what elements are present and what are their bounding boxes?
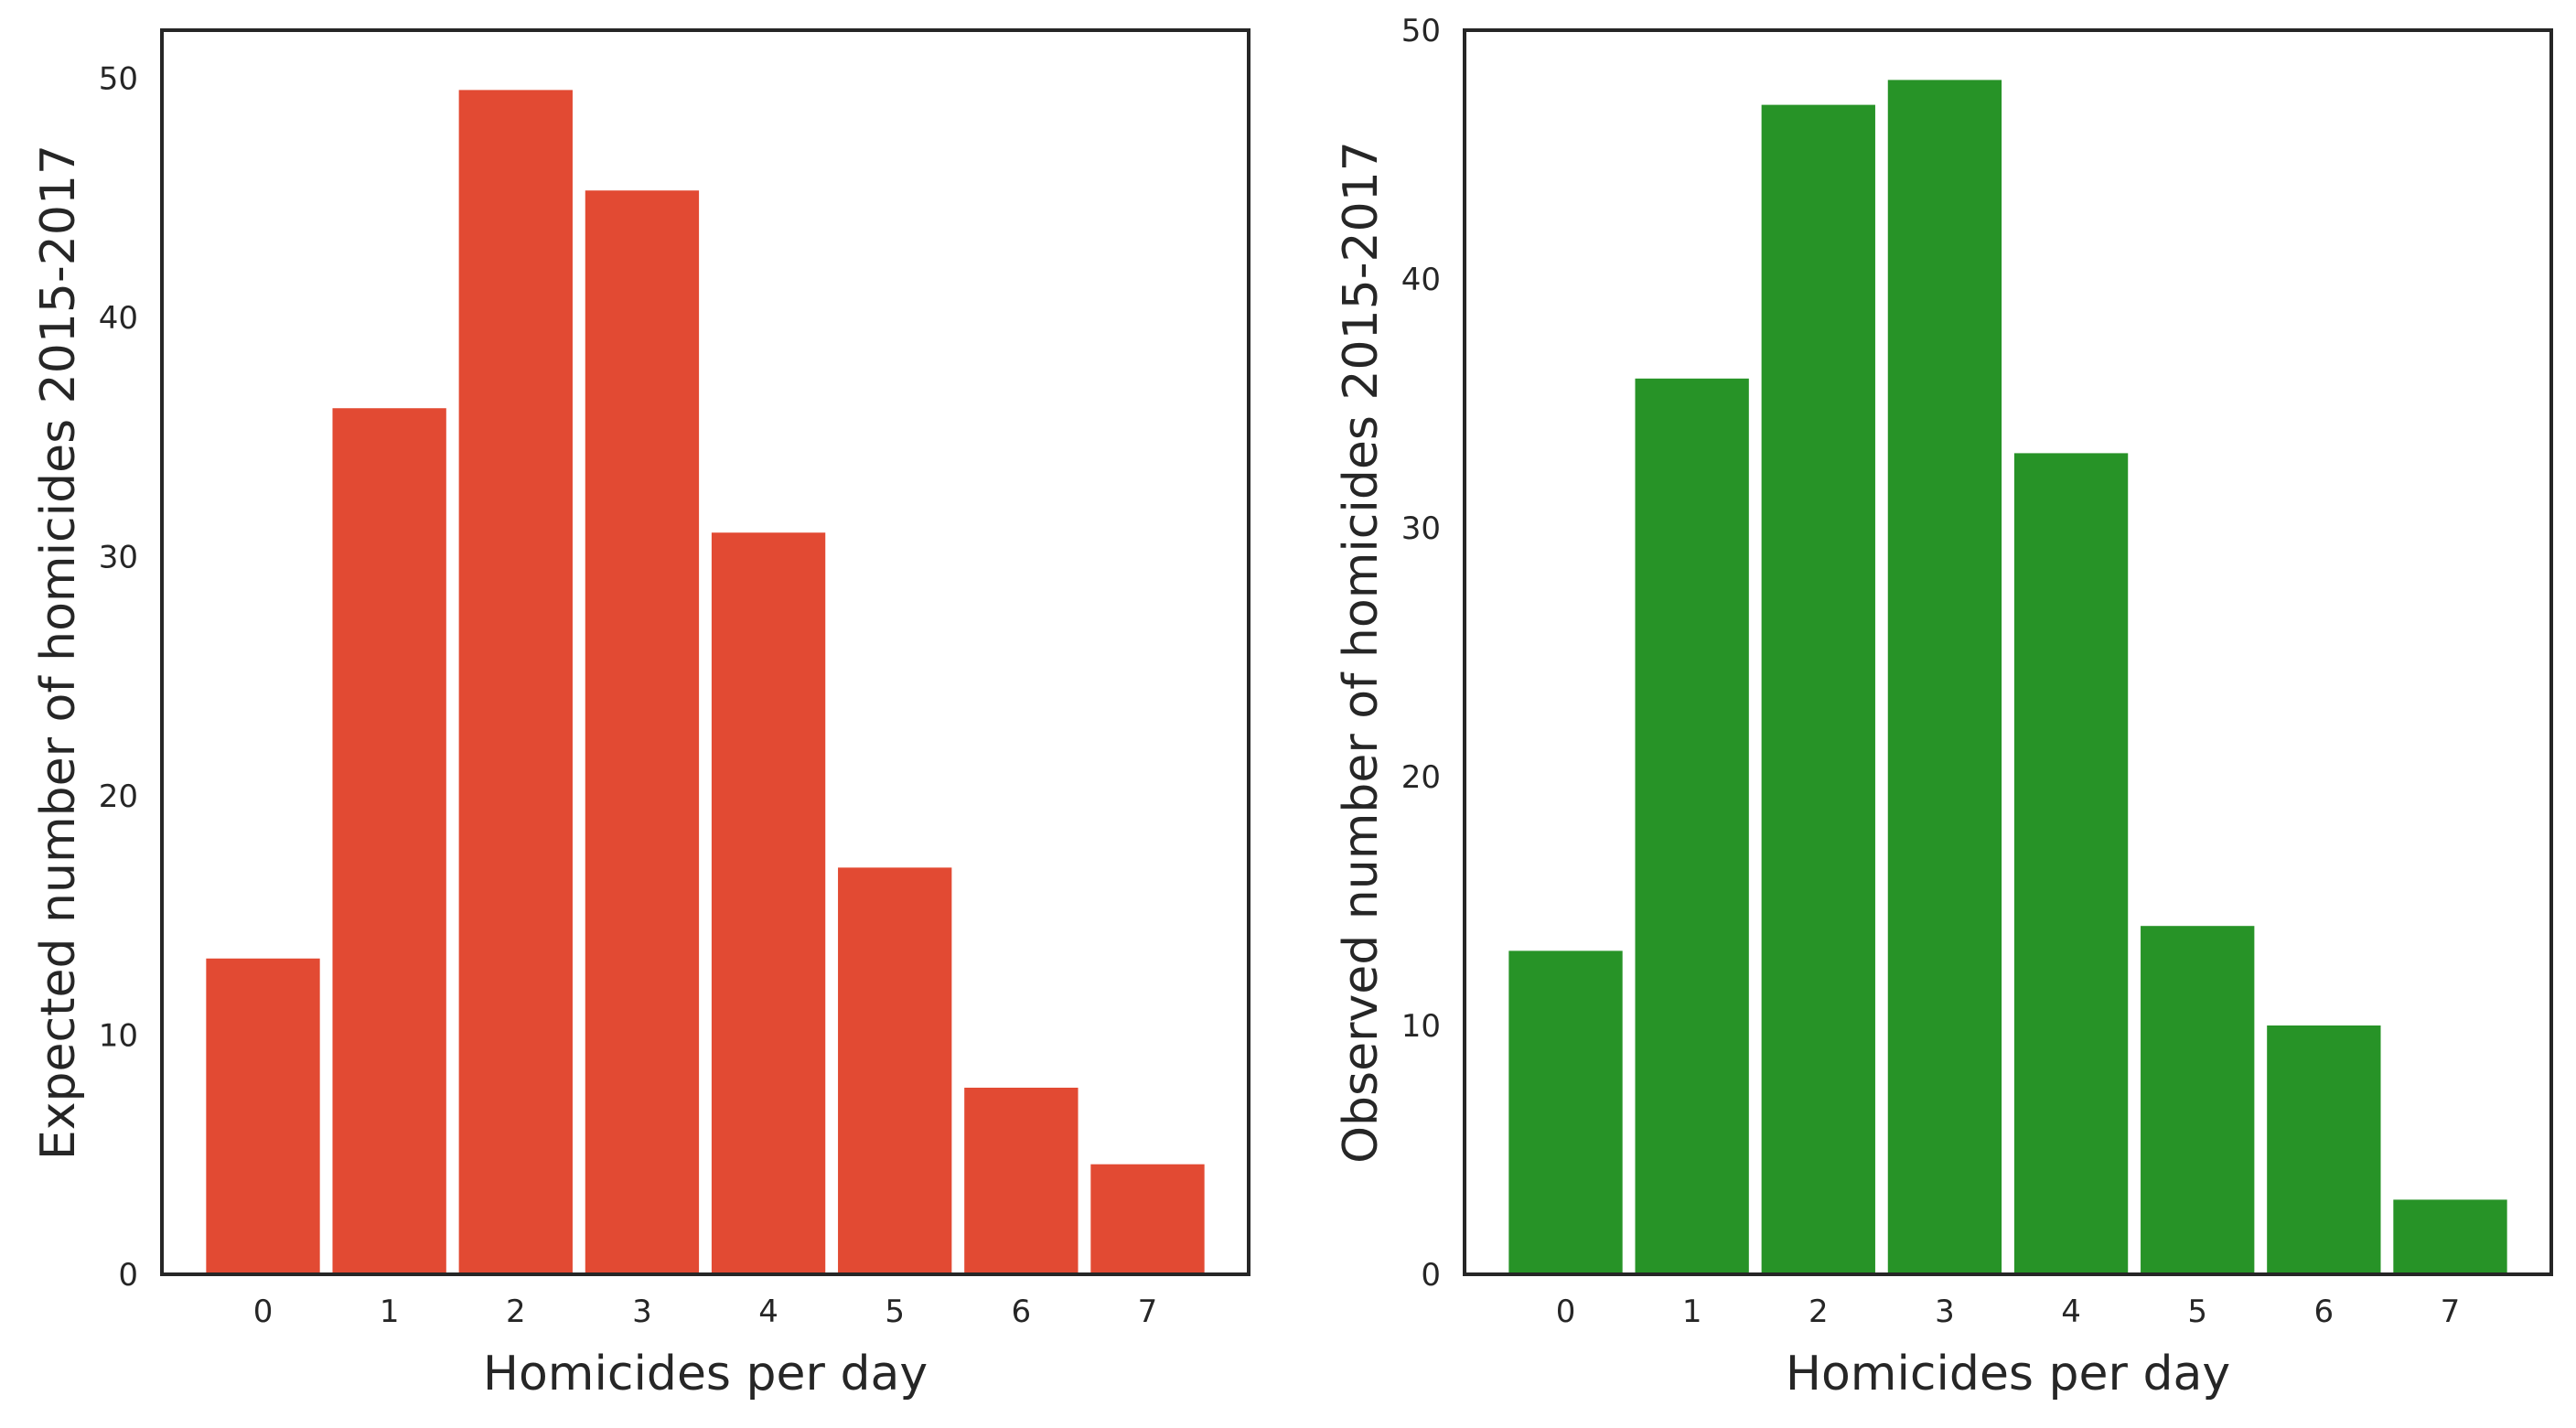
x-tick-label: 5: [885, 1294, 905, 1330]
y-tick-label: 0: [118, 1257, 138, 1294]
axes-frame: [1463, 28, 2553, 1276]
x-axis-label: Homicides per day: [1786, 1347, 2230, 1401]
y-axis-label: Expected number of homicides 2015-2017: [31, 145, 86, 1160]
x-tick-label: 7: [1138, 1294, 1158, 1330]
x-tick-label: 4: [758, 1294, 778, 1330]
bar-2: [458, 90, 573, 1274]
bar-3: [1887, 80, 2002, 1274]
x-tick-label: 3: [632, 1294, 652, 1330]
x-tick-label: 1: [1682, 1294, 1702, 1330]
bar-0: [206, 958, 320, 1274]
x-tick-label: 1: [380, 1294, 400, 1330]
bar-7: [2393, 1199, 2507, 1274]
x-tick-label: 0: [253, 1294, 274, 1330]
bar-0: [1508, 950, 1623, 1274]
x-axis-label: Homicides per day: [483, 1347, 928, 1401]
bar-4: [2013, 453, 2129, 1274]
bar-1: [1635, 378, 1749, 1274]
x-tick-label: 4: [2061, 1294, 2081, 1330]
y-tick-label: 50: [99, 60, 138, 97]
x-tick-label: 3: [1935, 1294, 1955, 1330]
y-tick-label: 40: [99, 300, 138, 337]
bar-7: [1090, 1164, 1205, 1274]
bar-6: [2267, 1025, 2381, 1274]
bar-4: [711, 532, 826, 1274]
y-tick-label: 50: [1401, 13, 1441, 49]
left-panel-expected: 0 1 2 3 4 5 6 7 0 10 20 30 40 50 Homicides per day Expe…: [31, 28, 1250, 1401]
x-tick-label: 0: [1556, 1294, 1576, 1330]
y-tick-label: 40: [1401, 262, 1441, 298]
bar-3: [585, 190, 700, 1275]
y-tick-label: 20: [99, 778, 138, 815]
bar-1: [332, 408, 446, 1274]
bar-5: [2141, 926, 2255, 1274]
y-tick-label: 30: [1401, 510, 1441, 547]
y-tick-label: 10: [1401, 1008, 1441, 1045]
x-tick-label: 6: [1012, 1294, 1032, 1330]
x-tick-label: 7: [2441, 1294, 2461, 1330]
y-axis-label: Observed number of homicides 2015-2017: [1334, 141, 1389, 1164]
x-tick-label: 2: [1809, 1294, 1829, 1330]
x-tick-label: 5: [2187, 1294, 2207, 1330]
x-tick-label: 6: [2314, 1294, 2334, 1330]
axes-frame: [160, 28, 1250, 1276]
x-tick-label: 2: [506, 1294, 526, 1330]
y-tick-label: 30: [99, 539, 138, 575]
y-tick-label: 10: [99, 1017, 138, 1054]
bar-6: [964, 1088, 1079, 1274]
y-tick-label: 20: [1401, 759, 1441, 796]
y-tick-label: 0: [1421, 1257, 1441, 1294]
bar-5: [838, 867, 952, 1274]
right-panel-observed: 0 1 2 3 4 5 6 7 0 10 20 30 40 50 Homicides per day Obse…: [1334, 13, 2553, 1401]
bar-2: [1761, 104, 1875, 1275]
